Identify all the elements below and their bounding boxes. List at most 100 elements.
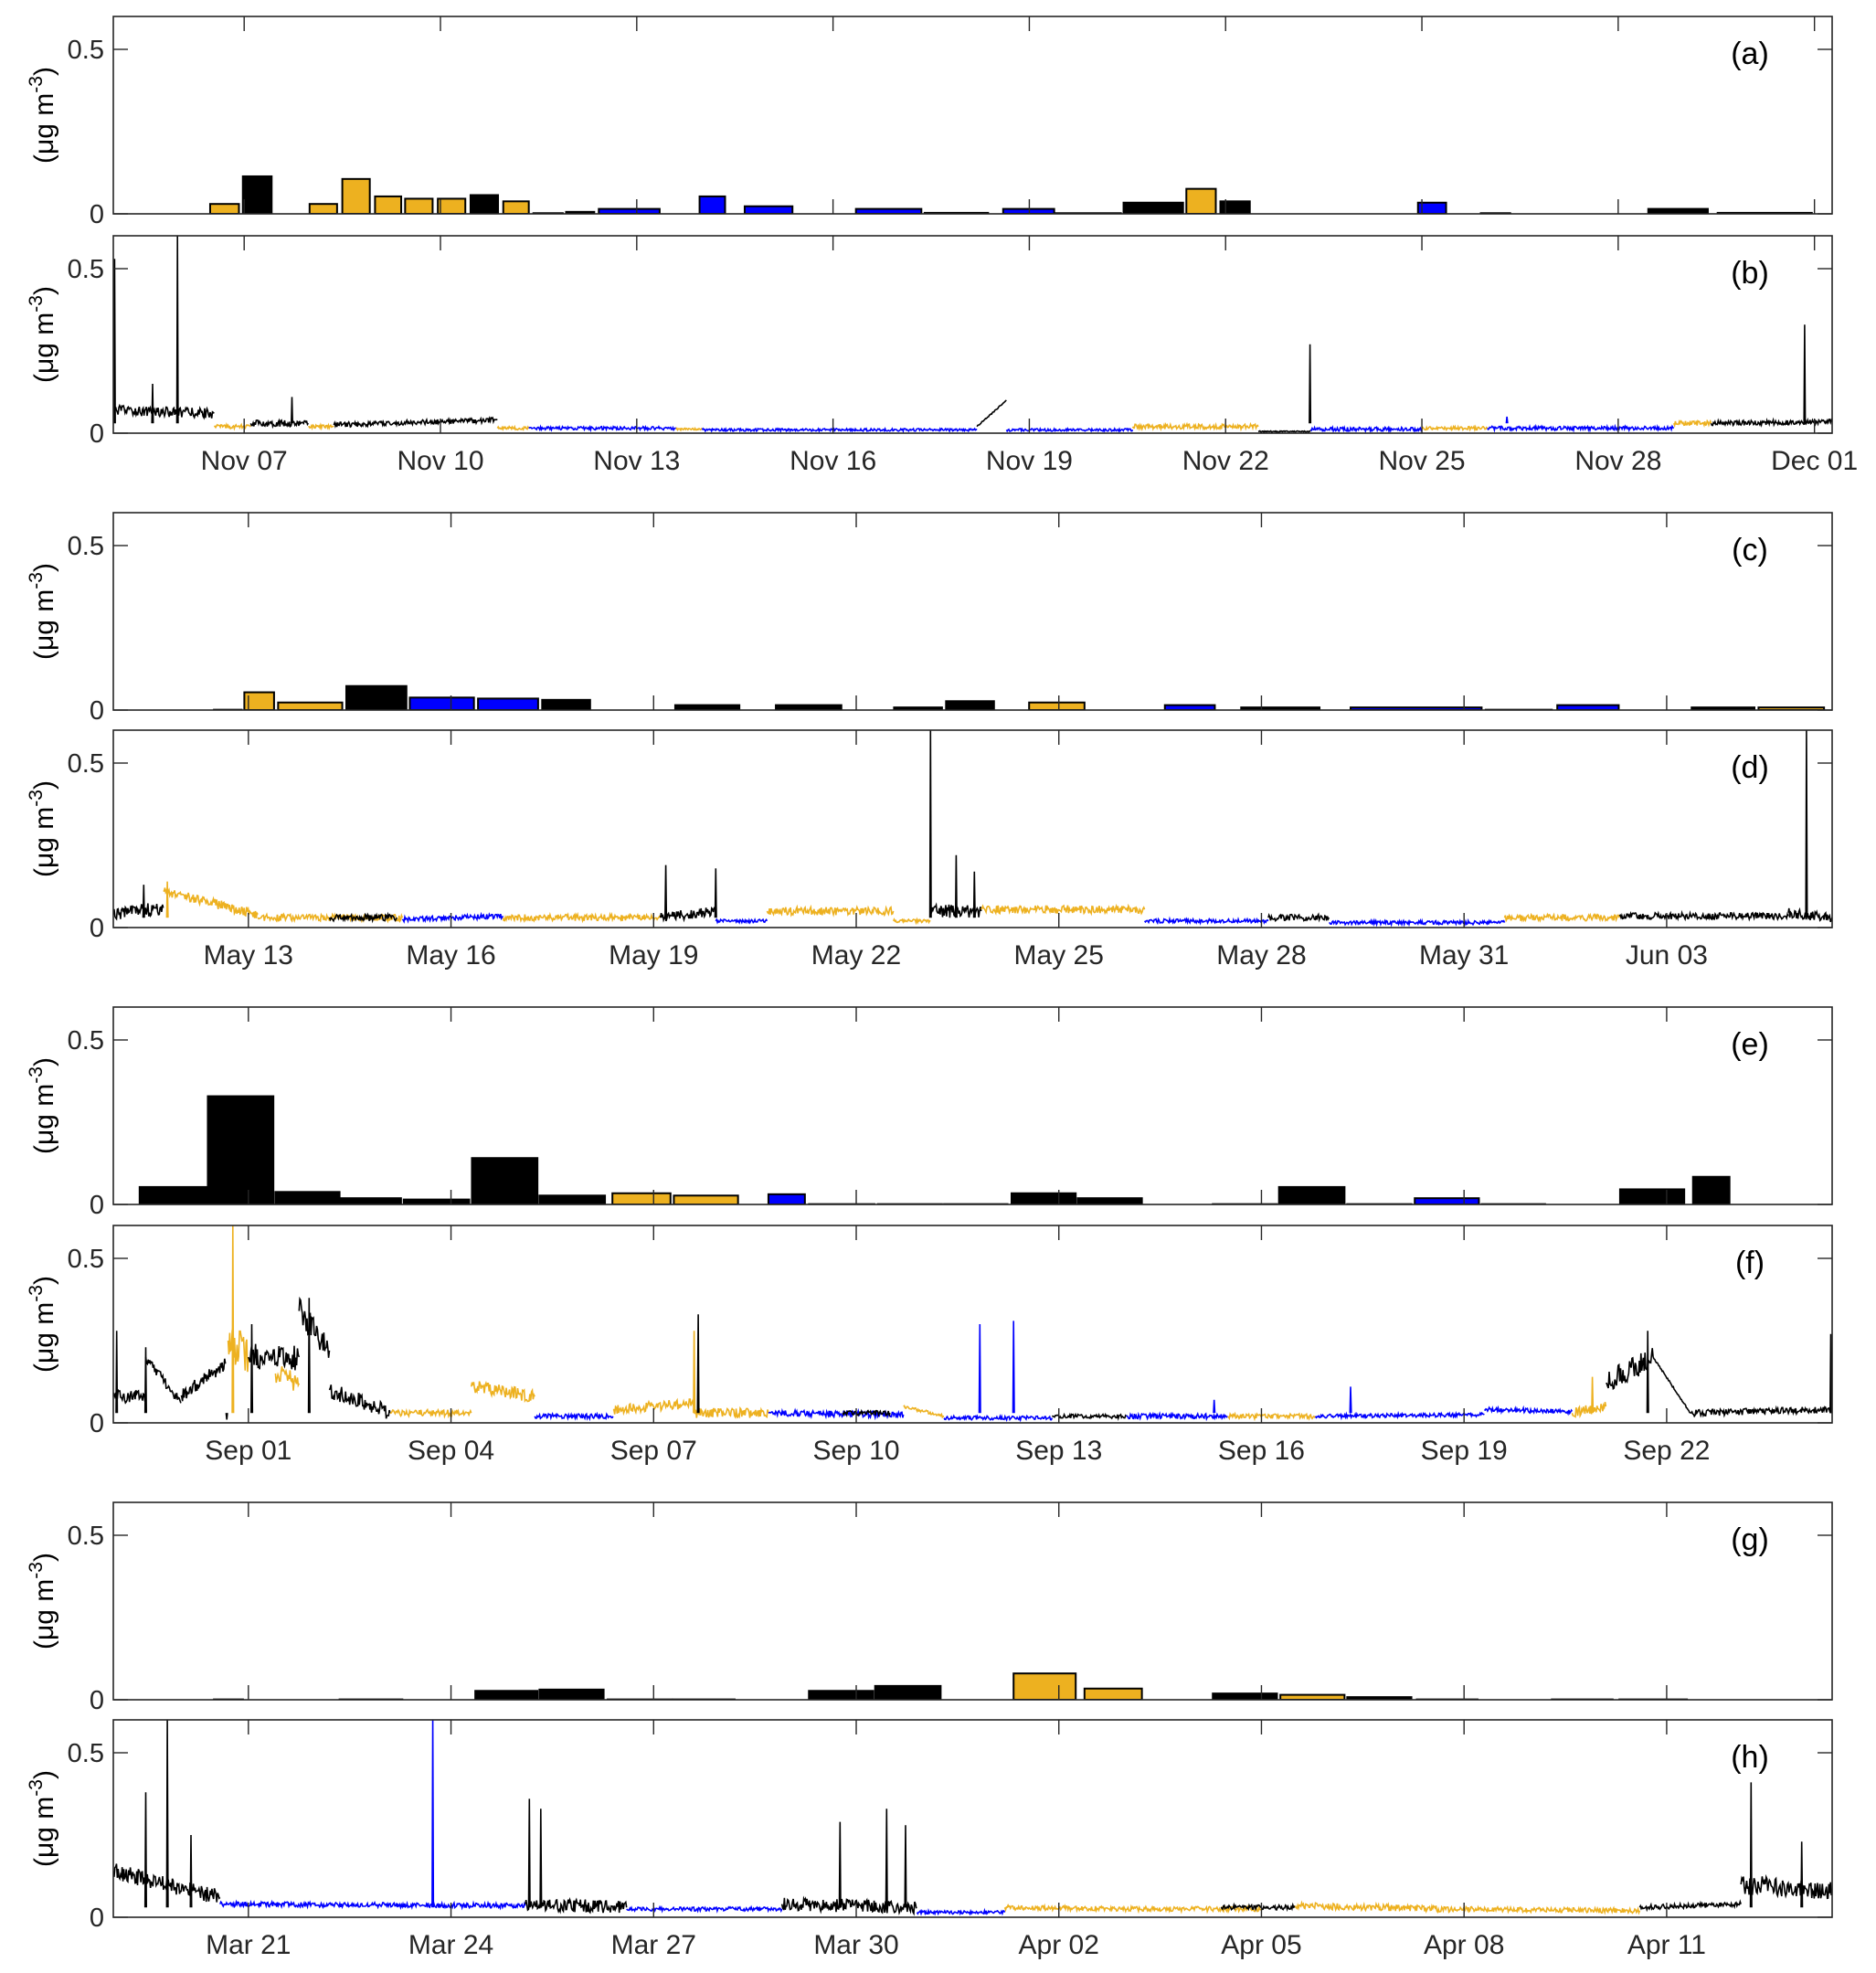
y-axis-label-unit: (μg m: [29, 1579, 59, 1649]
y-axis-label-unit: (μg m: [29, 93, 59, 164]
panel-label: (a): [1731, 37, 1769, 71]
bar: [477, 697, 539, 710]
series-line-k: [180, 1358, 227, 1402]
spike: [904, 1825, 907, 1908]
bar: [1010, 1192, 1077, 1204]
series-line-o: [892, 917, 931, 926]
spike: [664, 865, 668, 918]
series-line-o: [1131, 421, 1259, 432]
y-axis-label: (μg m-3): [26, 780, 59, 877]
x-tick-label: Sep 10: [812, 1436, 899, 1466]
series-line-b: [1309, 425, 1423, 433]
series-line-k: [333, 415, 498, 430]
spike: [1213, 1399, 1216, 1414]
series-line-o: [213, 422, 251, 431]
bar: [274, 1191, 341, 1204]
series-line-k: [1618, 909, 1789, 922]
series-line-o: [1672, 419, 1712, 429]
bar: [1185, 187, 1217, 214]
spike: [1646, 1331, 1649, 1414]
x-tick-label: Apr 05: [1221, 1930, 1301, 1960]
bar: [1647, 207, 1709, 214]
x-tick-label: Sep 13: [1015, 1436, 1102, 1466]
y-axis-label: (μg m-3): [26, 1553, 59, 1649]
panel-e: 0 0.5 (μg m-3) (e): [26, 1006, 1833, 1220]
y-tick-label: 0: [90, 696, 104, 726]
bar: [874, 1684, 942, 1700]
x-tick-label: Nov 22: [1182, 446, 1269, 476]
panel-label: (d): [1731, 750, 1769, 785]
spike: [978, 1323, 981, 1414]
spike: [1591, 1376, 1595, 1414]
plot-area: [208, 175, 1813, 214]
spike: [693, 1331, 696, 1414]
series-line-b: [528, 424, 676, 433]
spike: [291, 397, 293, 424]
x-tick-label: Nov 25: [1379, 446, 1466, 476]
bar: [698, 195, 726, 214]
y-axis-label-close: ): [29, 286, 59, 295]
y-axis-label-unit: (μg m: [29, 1302, 59, 1373]
x-tick-label: May 16: [406, 940, 495, 971]
series-line-b: [401, 911, 504, 924]
bar: [374, 195, 403, 214]
series-line-k: [249, 418, 310, 430]
series-line-k: [144, 1356, 182, 1404]
series-line-o: [903, 1405, 945, 1419]
spike: [143, 1347, 147, 1414]
series-line-k: [1710, 417, 1832, 429]
axes-frame: [112, 1719, 1833, 1918]
series-line-k: [1606, 1348, 1654, 1391]
spike: [954, 854, 958, 918]
bar: [207, 1095, 275, 1204]
series-line-b: [1314, 1410, 1485, 1421]
bar: [502, 200, 530, 214]
series-line-k: [780, 1895, 917, 1916]
series-line-o: [1003, 1903, 1128, 1914]
series-line-b: [534, 1411, 614, 1422]
spike: [1829, 1333, 1832, 1414]
y-axis-label-exponent: -3: [26, 76, 47, 93]
y-axis-label-close: ): [29, 1770, 59, 1779]
panel-label: (h): [1731, 1740, 1769, 1775]
bar: [1012, 1672, 1077, 1700]
series-line-o: [496, 424, 530, 431]
plot-area: [138, 1095, 1731, 1204]
bar: [402, 1198, 471, 1204]
y-axis-label: (μg m-3): [26, 563, 59, 660]
spike: [1805, 730, 1808, 918]
y-tick-label: 0: [90, 1191, 104, 1220]
spike: [1505, 416, 1509, 424]
bar: [541, 698, 591, 710]
bar: [1122, 201, 1184, 214]
spike: [1803, 324, 1807, 424]
plot-area: [213, 684, 1826, 710]
panel-f: Sep 01 Sep 04 Sep 07 Sep 10 Sep 13 Sep 16 Sep …: [26, 1225, 1833, 1466]
x-tick-label: Apr 11: [1627, 1930, 1706, 1960]
series-line-o: [274, 1366, 301, 1391]
x-tick-label: Dec 01: [1771, 446, 1858, 476]
y-axis-label-exponent: -3: [26, 790, 47, 807]
panel-label: (f): [1735, 1246, 1765, 1280]
y-axis-label: (μg m-3): [26, 286, 59, 383]
y-tick-label: 0.5: [68, 1739, 104, 1768]
panel-g: 0 0.5 (μg m-3) (g): [26, 1501, 1833, 1715]
series-line-o: [766, 904, 895, 918]
series-line-b: [1005, 426, 1134, 433]
spike: [928, 730, 932, 918]
series-line-k: [1267, 912, 1330, 923]
spike: [885, 1809, 888, 1908]
plot-area: [113, 730, 1832, 928]
axes-frame: [112, 512, 1833, 711]
spike: [1012, 1321, 1015, 1414]
y-axis-label: (μg m-3): [26, 1770, 59, 1867]
spike: [431, 1720, 435, 1908]
x-tick-label: Sep 16: [1218, 1436, 1305, 1466]
spike: [165, 881, 169, 918]
spike: [231, 1225, 235, 1414]
y-tick-label: 0.5: [68, 1026, 104, 1055]
panel-label: (e): [1731, 1027, 1769, 1062]
spike: [714, 868, 717, 918]
y-tick-label: 0: [90, 419, 104, 449]
series-line-o: [227, 1326, 249, 1373]
